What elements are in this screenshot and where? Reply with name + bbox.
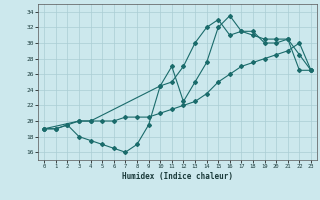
X-axis label: Humidex (Indice chaleur): Humidex (Indice chaleur) [122, 172, 233, 181]
